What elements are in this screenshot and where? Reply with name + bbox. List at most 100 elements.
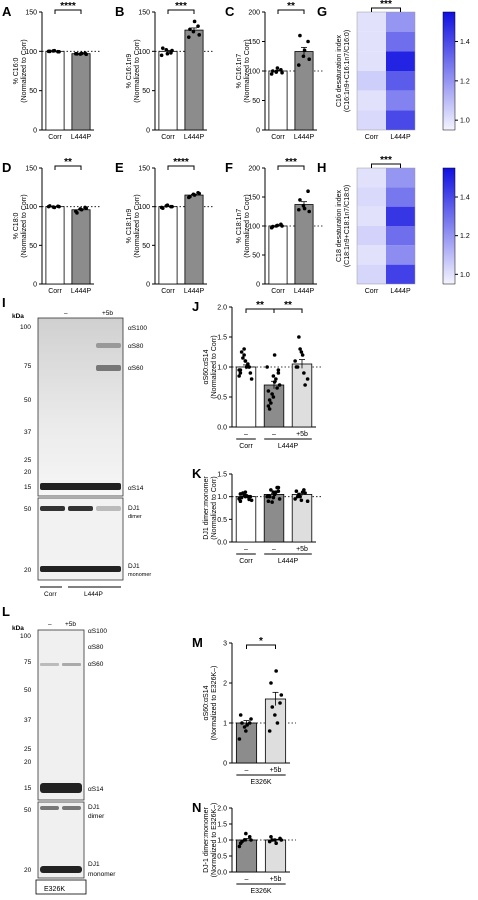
panel-label: A bbox=[2, 4, 12, 19]
mw-marker: 20 bbox=[24, 759, 32, 766]
group-label: E326K bbox=[250, 779, 271, 786]
heatmap-column-label: Corr bbox=[365, 134, 379, 141]
y-tick-label: 150 bbox=[25, 10, 37, 17]
band-label: αS14 bbox=[128, 485, 144, 492]
data-point bbox=[270, 500, 274, 504]
sig-bracket bbox=[277, 9, 305, 14]
y-tick-label: 0 bbox=[146, 128, 150, 135]
panel-label: H bbox=[317, 160, 326, 175]
heatmap-frame bbox=[356, 11, 416, 131]
data-point bbox=[276, 489, 281, 494]
y-tick-label: 0.0 bbox=[217, 540, 227, 547]
y-tick-label: 1 bbox=[223, 721, 227, 728]
y-tick-label: 100 bbox=[248, 224, 260, 231]
data-point bbox=[267, 729, 272, 733]
band-label: DJ1 bbox=[128, 505, 140, 512]
chart-panel-F: F 0 50 100 150 200 Corr L444P *** % C18:1n7(Norma… bbox=[225, 157, 323, 295]
y-tick-label: 50 bbox=[29, 88, 37, 95]
data-point bbox=[242, 347, 246, 351]
data-point bbox=[276, 371, 281, 375]
y-tick-label: 0 bbox=[33, 282, 37, 289]
data-point bbox=[75, 211, 79, 215]
chart-panel-G: G Corr L444P *** 1.0 1.2 1.4 C16 desaturation i… bbox=[317, 0, 470, 141]
y-axis-label: % C16:1n7(Normalized to Corr) bbox=[236, 39, 251, 102]
y-axis-label-line: % C16:1n9 bbox=[126, 54, 133, 89]
data-point bbox=[84, 206, 89, 211]
data-point bbox=[75, 52, 79, 56]
band-label: αS80 bbox=[128, 343, 144, 350]
heatmap-cell bbox=[386, 226, 415, 246]
data-point bbox=[280, 70, 284, 75]
data-point bbox=[270, 69, 275, 73]
y-tick-label: 50 bbox=[252, 98, 260, 105]
data-point bbox=[160, 46, 165, 50]
y-tick-label: 50 bbox=[142, 243, 150, 250]
lane-label-minus: – bbox=[64, 310, 68, 317]
y-tick-label: 3 bbox=[223, 641, 227, 648]
data-point bbox=[247, 835, 252, 839]
y-tick-label: 0 bbox=[256, 128, 260, 135]
y-tick-label: 0 bbox=[223, 761, 227, 768]
heatmap-cell bbox=[357, 226, 386, 246]
y-axis-label-line: % C18:1n9 bbox=[126, 209, 133, 244]
y-tick-label: 150 bbox=[248, 195, 260, 202]
data-point bbox=[237, 374, 241, 378]
y-tick-label: 0 bbox=[33, 128, 37, 135]
sig-bracket bbox=[371, 163, 401, 168]
data-point bbox=[270, 392, 274, 396]
mw-marker: 50 bbox=[24, 807, 32, 814]
panel-label: K bbox=[192, 466, 202, 481]
x-tick-label: Corr bbox=[48, 288, 62, 295]
data-point bbox=[298, 347, 302, 351]
sig-bracket bbox=[167, 165, 195, 170]
y-axis-label-line: (Normalized to E326K–) bbox=[211, 666, 218, 741]
band-label: dimer bbox=[88, 813, 105, 820]
data-point bbox=[305, 377, 310, 381]
data-point bbox=[269, 488, 273, 492]
data-point bbox=[267, 494, 272, 499]
data-point bbox=[191, 29, 196, 34]
data-point bbox=[277, 383, 282, 387]
y-tick-label: 2 bbox=[223, 681, 227, 688]
bar bbox=[184, 194, 204, 285]
band-label: DJ1 bbox=[88, 804, 100, 811]
y-axis-label-line: (Normalized to Corr) bbox=[134, 39, 141, 102]
data-point bbox=[192, 19, 197, 24]
band-label: αS100 bbox=[88, 628, 107, 635]
x-tick-label: Corr bbox=[271, 288, 285, 295]
heatmap-cell bbox=[386, 110, 415, 130]
data-point bbox=[296, 63, 301, 67]
data-point bbox=[265, 365, 269, 369]
colorbar bbox=[442, 11, 456, 131]
band-as60 bbox=[96, 365, 121, 371]
data-point bbox=[302, 371, 306, 375]
band-label: dimer bbox=[128, 514, 142, 520]
heatmap-cell bbox=[386, 31, 415, 52]
data-point bbox=[248, 371, 253, 375]
data-point bbox=[298, 494, 302, 499]
data-point bbox=[245, 723, 249, 727]
data-point bbox=[303, 491, 307, 495]
band-dj1-monomer bbox=[40, 866, 82, 873]
data-point bbox=[247, 721, 252, 725]
mw-marker: 25 bbox=[24, 746, 32, 753]
data-point bbox=[302, 48, 307, 53]
group-label: Corr bbox=[239, 558, 253, 565]
data-point bbox=[170, 48, 174, 53]
data-point bbox=[242, 838, 247, 842]
heatmap-cell bbox=[357, 245, 386, 265]
panel-label: C bbox=[225, 4, 235, 19]
band-as60 bbox=[62, 663, 81, 666]
x-tick-label: – bbox=[245, 876, 249, 883]
y-axis-label-line: % C16:1n7 bbox=[236, 54, 243, 89]
band-as60 bbox=[40, 663, 59, 666]
mw-marker: 25 bbox=[24, 457, 32, 464]
band-dj1-dimer bbox=[68, 506, 93, 511]
data-point bbox=[267, 407, 272, 411]
x-tick-label: L444P bbox=[71, 288, 92, 295]
data-point bbox=[79, 207, 84, 212]
lane-label-5b: +5b bbox=[65, 621, 76, 628]
group-label-l444p: L444P bbox=[84, 591, 103, 598]
data-point bbox=[306, 189, 310, 193]
chart-panel-E: E 0 50 100 150 Corr L444P **** % C18:1n9(Normali… bbox=[115, 157, 213, 295]
